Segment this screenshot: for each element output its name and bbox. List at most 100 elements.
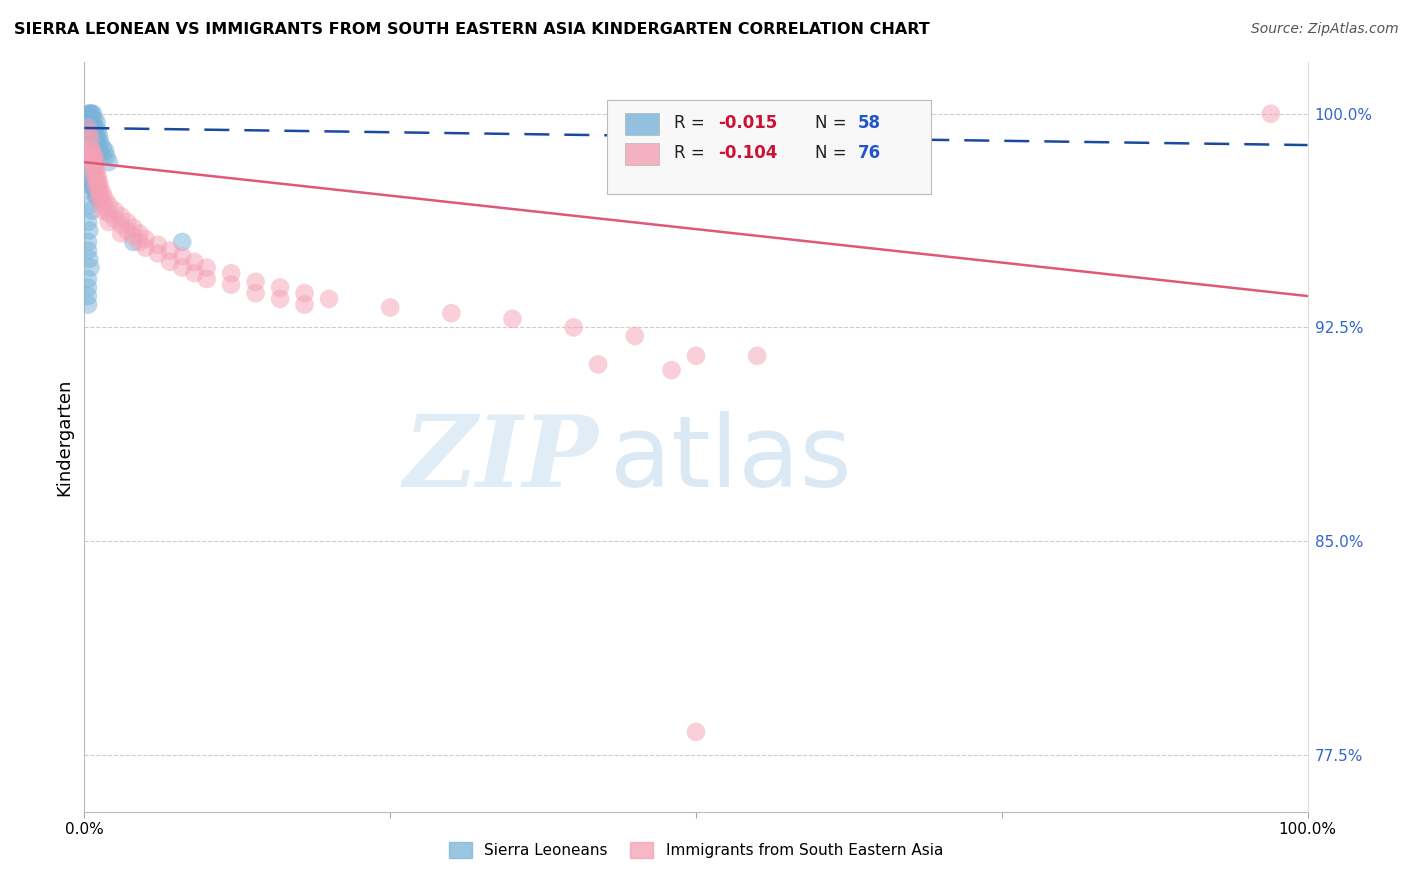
Point bbox=[110, 227, 132, 241]
Point bbox=[79, 132, 101, 146]
Point bbox=[245, 286, 267, 301]
Text: Source: ZipAtlas.com: Source: ZipAtlas.com bbox=[1251, 22, 1399, 37]
Point bbox=[79, 118, 101, 132]
Point bbox=[747, 349, 769, 363]
Point bbox=[79, 141, 101, 155]
Point bbox=[87, 124, 110, 138]
Point bbox=[84, 120, 107, 135]
Point bbox=[84, 172, 107, 186]
Legend: Sierra Leoneans, Immigrants from South Eastern Asia: Sierra Leoneans, Immigrants from South E… bbox=[443, 836, 949, 864]
Text: N =: N = bbox=[814, 145, 852, 162]
Point bbox=[172, 260, 194, 275]
Point bbox=[245, 275, 267, 289]
Point bbox=[135, 232, 157, 246]
Point bbox=[77, 112, 100, 127]
Point bbox=[86, 172, 108, 186]
Point bbox=[96, 149, 118, 163]
Point bbox=[77, 106, 100, 120]
Point bbox=[77, 252, 100, 266]
Point bbox=[97, 215, 120, 229]
Point bbox=[115, 215, 138, 229]
Point bbox=[79, 106, 101, 120]
Point bbox=[83, 178, 105, 192]
Point bbox=[97, 155, 120, 169]
Point bbox=[86, 141, 108, 155]
Point bbox=[91, 203, 114, 218]
FancyBboxPatch shape bbox=[606, 100, 931, 194]
Point bbox=[86, 189, 108, 203]
Point bbox=[89, 135, 111, 149]
Text: atlas: atlas bbox=[610, 411, 852, 508]
Point bbox=[82, 118, 104, 132]
Point bbox=[82, 153, 104, 167]
Point bbox=[89, 146, 111, 161]
Point bbox=[77, 215, 100, 229]
Point bbox=[128, 235, 150, 249]
Text: R =: R = bbox=[673, 114, 710, 132]
Point bbox=[77, 289, 100, 303]
Text: R =: R = bbox=[673, 145, 710, 162]
Text: 76: 76 bbox=[858, 145, 880, 162]
Point bbox=[80, 203, 103, 218]
Text: -0.015: -0.015 bbox=[718, 114, 778, 132]
Point bbox=[87, 141, 110, 155]
Text: 58: 58 bbox=[858, 114, 880, 132]
Point bbox=[83, 112, 105, 127]
Point bbox=[79, 178, 101, 192]
Point bbox=[502, 311, 524, 326]
Point bbox=[86, 181, 108, 195]
Point bbox=[122, 229, 145, 244]
Point bbox=[89, 181, 111, 195]
Point bbox=[77, 235, 100, 249]
Point bbox=[661, 363, 683, 377]
Point bbox=[79, 127, 101, 141]
FancyBboxPatch shape bbox=[626, 112, 659, 135]
Point bbox=[122, 235, 145, 249]
Point bbox=[80, 124, 103, 138]
Point bbox=[172, 235, 194, 249]
Text: -0.104: -0.104 bbox=[718, 145, 778, 162]
Point bbox=[685, 349, 707, 363]
Point bbox=[294, 297, 316, 311]
Point bbox=[86, 115, 108, 129]
Point bbox=[159, 255, 181, 269]
Point bbox=[91, 149, 114, 163]
Point bbox=[183, 266, 205, 280]
Point bbox=[84, 155, 107, 169]
Point bbox=[80, 115, 103, 129]
Point bbox=[146, 237, 169, 252]
Point bbox=[87, 135, 110, 149]
Point bbox=[79, 260, 101, 275]
Point bbox=[87, 175, 110, 189]
Point bbox=[87, 129, 110, 144]
Point bbox=[195, 260, 218, 275]
Point bbox=[82, 181, 104, 195]
Point bbox=[183, 255, 205, 269]
Point bbox=[146, 246, 169, 260]
Point bbox=[87, 169, 110, 184]
Point bbox=[104, 203, 127, 218]
Point bbox=[77, 223, 100, 237]
Point bbox=[77, 280, 100, 294]
Point bbox=[294, 286, 316, 301]
Point bbox=[84, 132, 107, 146]
Point bbox=[87, 184, 110, 198]
Point bbox=[94, 201, 117, 215]
Point bbox=[80, 175, 103, 189]
Point bbox=[77, 163, 100, 178]
Point bbox=[115, 223, 138, 237]
Point bbox=[440, 306, 463, 320]
Point bbox=[87, 192, 110, 206]
Point bbox=[80, 144, 103, 158]
FancyBboxPatch shape bbox=[626, 143, 659, 165]
Point bbox=[269, 280, 291, 294]
Point bbox=[77, 297, 100, 311]
Point bbox=[82, 158, 104, 172]
Point bbox=[110, 209, 132, 223]
Point bbox=[1260, 106, 1282, 120]
Text: N =: N = bbox=[814, 114, 852, 132]
Y-axis label: Kindergarten: Kindergarten bbox=[55, 378, 73, 496]
Point bbox=[77, 244, 100, 258]
Point bbox=[89, 189, 111, 203]
Point bbox=[135, 241, 157, 255]
